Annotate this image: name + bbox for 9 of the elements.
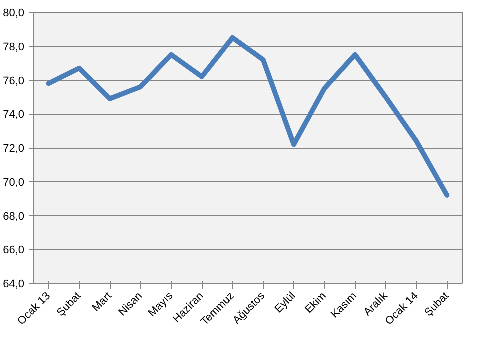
y-tick-label: 64,0 [3,278,25,290]
y-tick-label: 72,0 [3,143,25,155]
y-tick-label: 70,0 [3,176,25,189]
y-tick-label: 78,0 [3,41,25,54]
y-tick-label: 80,0 [3,8,25,20]
y-tick-label: 66,0 [3,244,25,257]
y-tick-label: 76,0 [3,75,25,88]
y-tick-label: 68,0 [3,210,25,223]
y-tick-label: 74,0 [3,109,25,122]
